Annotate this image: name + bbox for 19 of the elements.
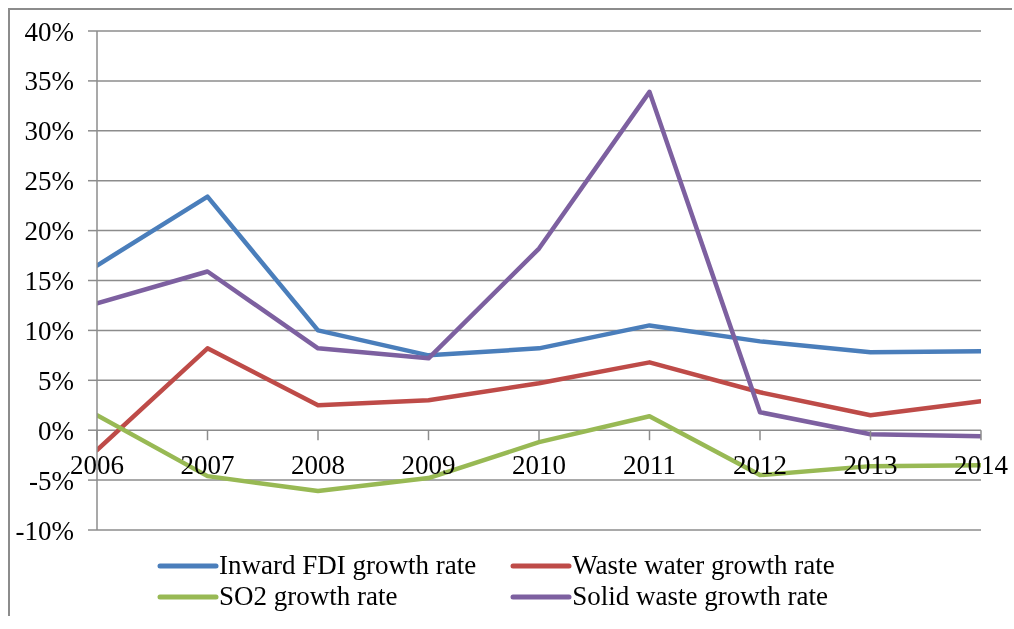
legend-label: Waste water growth rate bbox=[572, 550, 835, 581]
y-tick-label: 30% bbox=[24, 116, 74, 147]
y-tick-label: 35% bbox=[24, 66, 74, 97]
legend-label: SO2 growth rate bbox=[219, 581, 398, 612]
y-tick-label: 40% bbox=[24, 16, 74, 47]
y-tick-label: 15% bbox=[24, 266, 74, 297]
x-tick-label: 2011 bbox=[623, 450, 676, 481]
x-tick-label: 2014 bbox=[954, 450, 1009, 481]
x-tick-label: 2009 bbox=[401, 450, 456, 481]
y-tick-label: -10% bbox=[15, 515, 74, 546]
legend-label: Solid waste growth rate bbox=[572, 581, 828, 612]
legend-label: Inward FDI growth rate bbox=[219, 550, 477, 581]
y-tick-label: 25% bbox=[24, 166, 74, 197]
y-tick-label: 5% bbox=[38, 365, 74, 396]
y-tick-label: 0% bbox=[38, 415, 74, 446]
x-tick-label: 2010 bbox=[512, 450, 566, 481]
y-tick-label: 10% bbox=[24, 315, 74, 346]
y-tick-label: 20% bbox=[24, 216, 74, 247]
x-tick-label: 2008 bbox=[291, 450, 345, 481]
